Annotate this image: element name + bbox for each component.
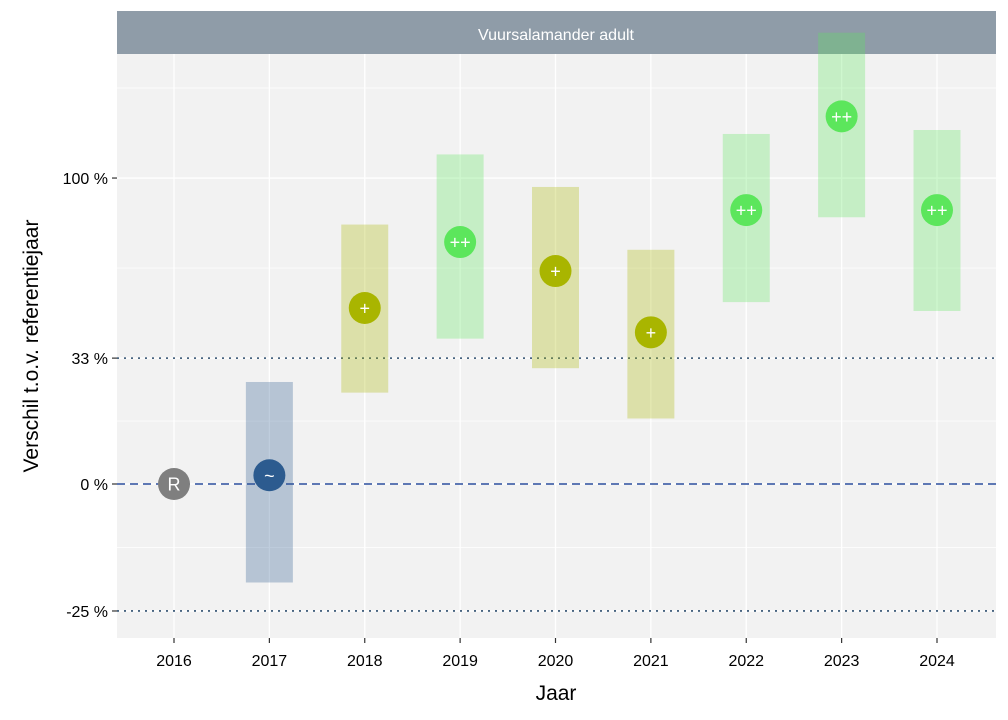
point-2018 (348, 291, 381, 324)
confidence-intervals (245, 32, 961, 583)
point-label-2020: + (550, 262, 561, 282)
x-tick-label: 2018 (347, 653, 383, 670)
point-2020 (539, 255, 572, 288)
point-label-2016: R (168, 475, 181, 495)
point-2019 (444, 226, 477, 259)
point-label-2019: ++ (450, 233, 471, 253)
point-label-2018: + (359, 298, 370, 318)
point-2022 (730, 194, 763, 227)
point-label-2021: + (646, 323, 657, 343)
x-tick-label: 2024 (919, 653, 955, 670)
point-label-2017: ~ (264, 466, 275, 486)
y-tick-label: 0 % (80, 477, 108, 494)
point-2017 (253, 459, 286, 492)
point-2016 (158, 468, 190, 500)
y-axis: -25 % 0 % 33 % 100 % (63, 171, 117, 621)
point-2024 (921, 194, 953, 227)
x-axis: 2016 2017 2018 2019 2020 2021 2022 2023 2024 (156, 638, 955, 670)
y-tick-label: 33 % (72, 351, 108, 368)
x-tick-label: 2022 (728, 653, 764, 670)
y-tick-label: -25 % (66, 604, 108, 621)
y-tick-label: 100 % (63, 171, 108, 188)
x-axis-title: Jaar (536, 682, 577, 705)
point-2023 (825, 100, 858, 133)
x-tick-label: 2020 (538, 653, 574, 670)
data-points: R ~+++++++++++ (158, 100, 953, 500)
point-label-2024: ++ (926, 201, 947, 221)
x-tick-label: 2017 (252, 653, 288, 670)
panel-title: Vuursalamander adult (478, 27, 635, 44)
point-label-2023: ++ (831, 107, 852, 127)
plot-panel (117, 54, 996, 638)
strip-background (117, 11, 996, 54)
x-tick-label: 2016 (156, 653, 192, 670)
x-tick-label: 2021 (633, 653, 669, 670)
point-2021 (634, 316, 667, 349)
point-label-2022: ++ (736, 201, 757, 221)
x-tick-label: 2019 (442, 653, 478, 670)
y-axis-title: Verschil t.o.v. referentiejaar (20, 220, 43, 473)
x-tick-label: 2023 (824, 653, 860, 670)
